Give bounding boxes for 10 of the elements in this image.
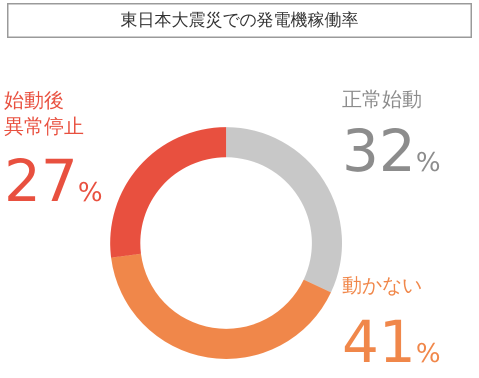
chart-title: 東日本大震災での発電機稼働率: [120, 10, 358, 30]
data-label: 32%: [342, 117, 441, 185]
donut-slice: [226, 127, 342, 292]
donut-slice: [111, 254, 331, 359]
data-label: 27%: [4, 147, 103, 215]
donut-slice: [110, 127, 226, 258]
slice-label: 始動後異常停止: [4, 88, 84, 138]
slice-label: 動かない: [342, 273, 422, 297]
data-label: 41%: [342, 308, 441, 376]
slice-label: 正常始動: [342, 87, 422, 111]
